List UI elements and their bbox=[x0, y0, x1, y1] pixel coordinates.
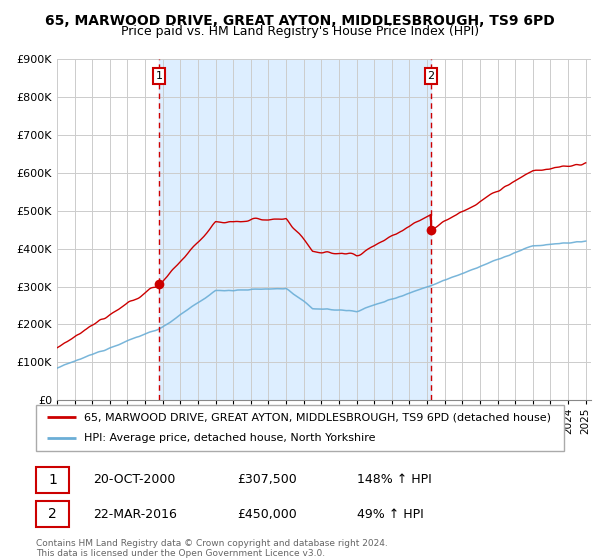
Text: 2: 2 bbox=[427, 71, 434, 81]
Text: HPI: Average price, detached house, North Yorkshire: HPI: Average price, detached house, Nort… bbox=[83, 433, 375, 444]
Text: 148% ↑ HPI: 148% ↑ HPI bbox=[357, 473, 432, 487]
Text: 1: 1 bbox=[156, 71, 163, 81]
Text: 49% ↑ HPI: 49% ↑ HPI bbox=[357, 507, 424, 521]
Text: Price paid vs. HM Land Registry's House Price Index (HPI): Price paid vs. HM Land Registry's House … bbox=[121, 25, 479, 38]
Text: £307,500: £307,500 bbox=[237, 473, 297, 487]
Text: £450,000: £450,000 bbox=[237, 507, 297, 521]
Text: 65, MARWOOD DRIVE, GREAT AYTON, MIDDLESBROUGH, TS9 6PD (detached house): 65, MARWOOD DRIVE, GREAT AYTON, MIDDLESB… bbox=[83, 412, 551, 422]
Text: 20-OCT-2000: 20-OCT-2000 bbox=[93, 473, 175, 487]
Text: Contains HM Land Registry data © Crown copyright and database right 2024.
This d: Contains HM Land Registry data © Crown c… bbox=[36, 539, 388, 558]
Text: 65, MARWOOD DRIVE, GREAT AYTON, MIDDLESBROUGH, TS9 6PD: 65, MARWOOD DRIVE, GREAT AYTON, MIDDLESB… bbox=[45, 14, 555, 28]
Bar bbox=[159, 59, 431, 400]
Text: 1: 1 bbox=[48, 473, 57, 487]
Text: 2: 2 bbox=[48, 507, 57, 521]
FancyBboxPatch shape bbox=[36, 405, 564, 451]
Text: 22-MAR-2016: 22-MAR-2016 bbox=[93, 507, 177, 521]
